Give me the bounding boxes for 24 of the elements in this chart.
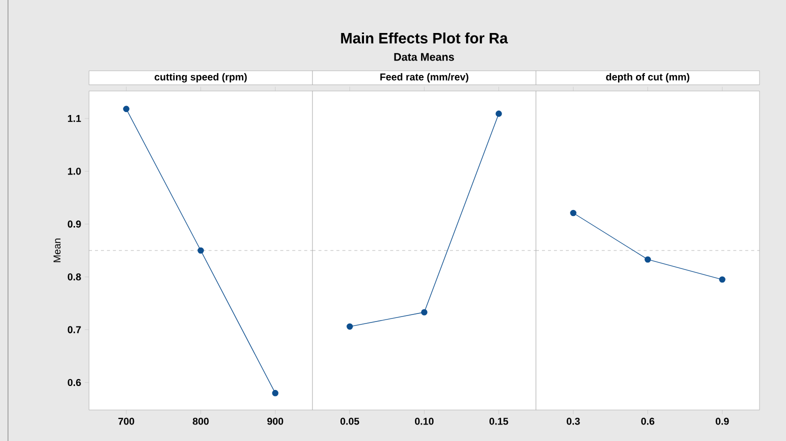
x-tick-label: 800 (192, 418, 209, 425)
text: Main Effects Plot for Ra (341, 32, 508, 44)
x-tick-label: 900 (267, 418, 284, 425)
y-tick-label: 0.9 (68, 220, 81, 228)
point (123, 106, 130, 112)
y-tick-label: 0.6 (68, 379, 81, 386)
y-tick-label: 1.1 (68, 115, 81, 122)
point (198, 247, 204, 254)
y-tick-label: 0.8 (68, 273, 81, 280)
x-tick-label: 700 (118, 418, 134, 425)
chart-title: cutting speed (rpm) (154, 73, 247, 82)
chart-title: Feed rate (mm/rev) (380, 73, 468, 82)
point (272, 390, 278, 396)
x-tick-label: 0.9 (716, 418, 729, 425)
text: Data Means (394, 53, 454, 61)
y-tick-label: 1.0 (68, 168, 81, 175)
chart-title: depth of cut (mm) (606, 73, 690, 82)
x-tick-label: 0.05 (340, 418, 360, 425)
x-tick-label: 0.10 (414, 418, 434, 425)
y-tick-label: 0.7 (68, 326, 81, 334)
x-tick-label: 0.15 (489, 418, 508, 425)
x-tick-label: 0.3 (566, 418, 580, 425)
y-axis-title: Mean (54, 238, 61, 262)
x-tick-label: 0.6 (641, 418, 654, 425)
